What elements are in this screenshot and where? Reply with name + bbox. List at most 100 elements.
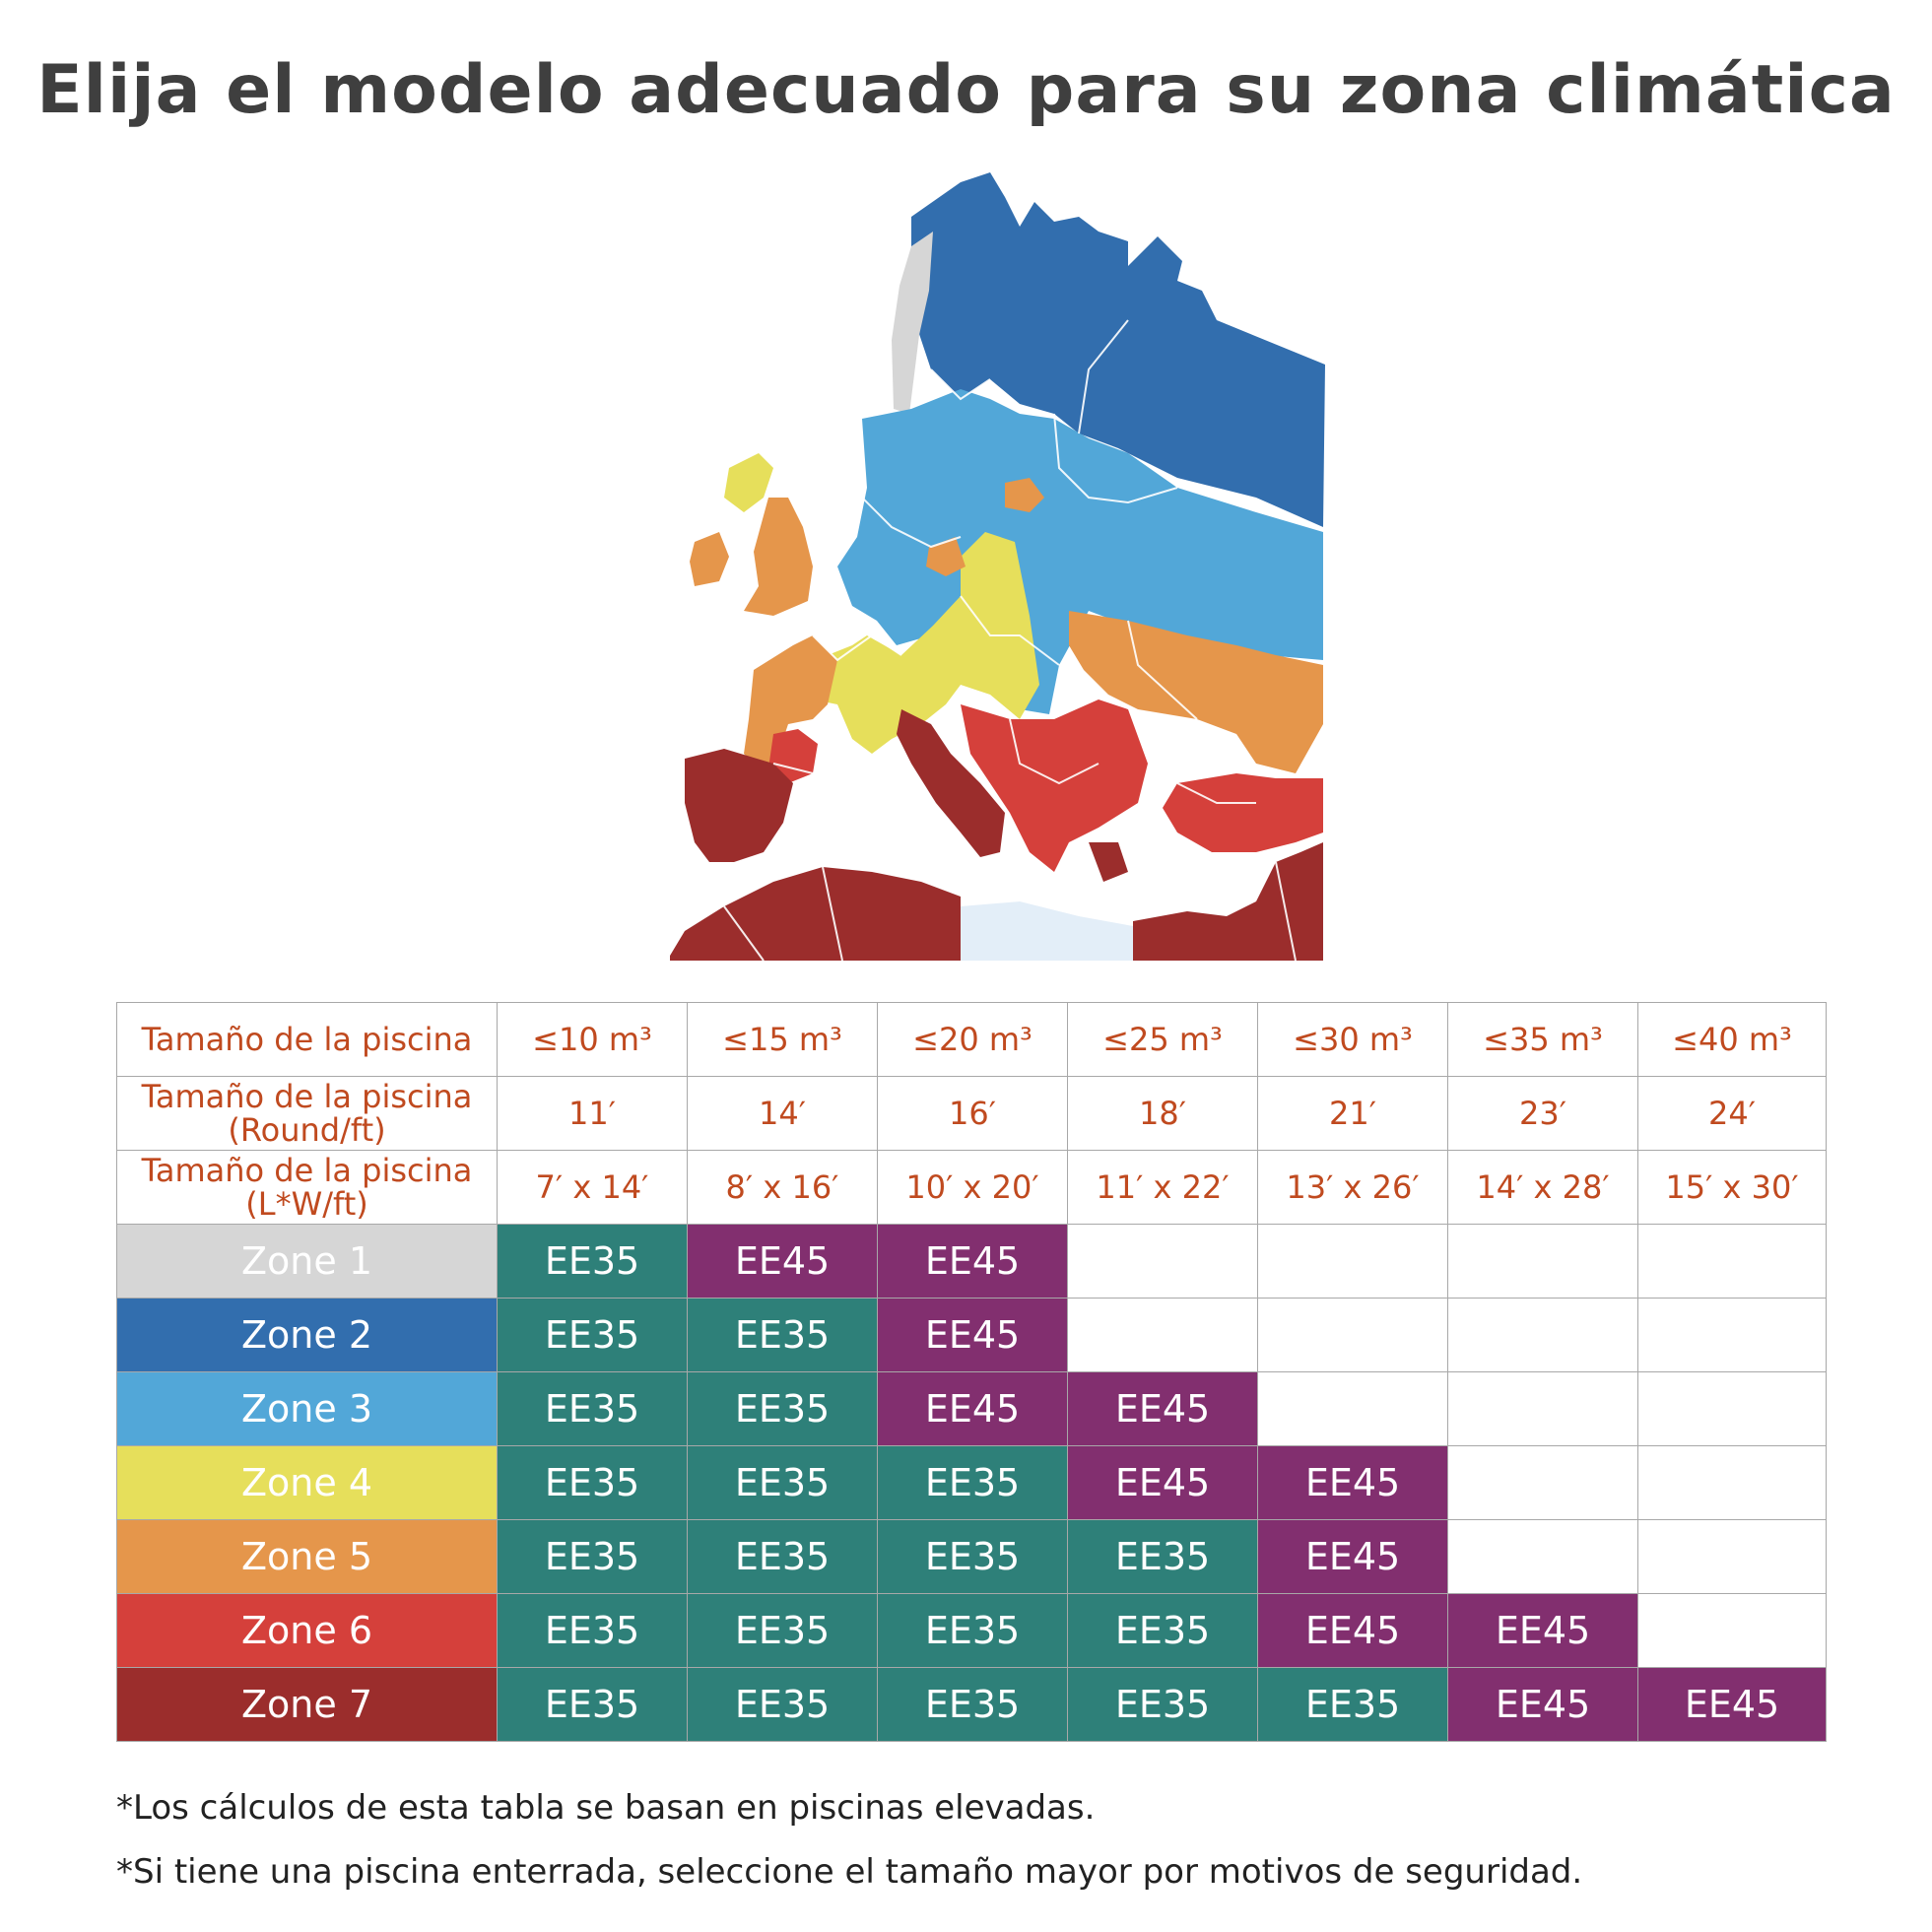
size-cell: 21′: [1257, 1076, 1448, 1151]
model-cell-empty: [1067, 1298, 1258, 1372]
model-cell-ee45: EE45: [877, 1298, 1068, 1372]
model-cell-ee45: EE45: [1447, 1667, 1638, 1742]
zone-row: Zone 3 EE35 EE35 EE45 EE45: [116, 1371, 1827, 1446]
model-cell-ee45: EE45: [1447, 1593, 1638, 1668]
size-cell: ≤25 m³: [1067, 1002, 1258, 1077]
zone-rows: Zone 1 EE35 EE45 EE45 Zone 2 EE35 EE35 EE45 Zone…: [116, 1224, 1827, 1742]
model-cell-empty: [1447, 1445, 1638, 1520]
zone-row: Zone 6 EE35 EE35 EE35 EE35 EE45 EE45: [116, 1593, 1827, 1668]
model-cell-empty: [1257, 1298, 1448, 1372]
page-title: Elija el modelo adecuado para su zona cl…: [36, 51, 1896, 129]
zone-label: Zone 5: [116, 1519, 498, 1594]
size-cell: 10′ x 20′: [877, 1150, 1068, 1225]
zone-row: Zone 2 EE35 EE35 EE45: [116, 1298, 1827, 1372]
map-zone-2-region: [911, 172, 1325, 527]
size-cell: 18′: [1067, 1076, 1258, 1151]
map-zone-6-region: [961, 700, 1148, 872]
model-cell-empty: [1067, 1224, 1258, 1299]
model-cell-ee35: EE35: [877, 1445, 1068, 1520]
zone-label: Zone 3: [116, 1371, 498, 1446]
map-zone-7-italy: [897, 709, 1005, 857]
map-zone-6-france: [768, 729, 818, 783]
size-cell: 8′ x 16′: [687, 1150, 878, 1225]
model-cell-ee35: EE35: [687, 1445, 878, 1520]
map-zone-4-region: [813, 532, 1039, 754]
size-cell: ≤30 m³: [1257, 1002, 1448, 1077]
model-cell-ee35: EE35: [1257, 1667, 1448, 1742]
zone-row: Zone 5 EE35 EE35 EE35 EE35 EE45: [116, 1519, 1827, 1594]
map-zone-7-africa: [670, 867, 961, 961]
header-rows: Tamaño de la piscina ≤10 m³ ≤15 m³ ≤20 m³ ≤2…: [116, 1002, 1827, 1225]
size-cell: 11′: [497, 1076, 688, 1151]
model-cell-empty: [1637, 1593, 1827, 1668]
model-cell-empty: [1257, 1224, 1448, 1299]
model-cell-ee35: EE35: [687, 1593, 878, 1668]
model-cell-empty: [1637, 1519, 1827, 1594]
model-cell-ee35: EE35: [1067, 1667, 1258, 1742]
footnote-elevated-pools: *Los cálculos de esta tabla se basan en …: [116, 1788, 1096, 1828]
model-cell-ee35: EE35: [497, 1445, 688, 1520]
map-zone-7-iberia: [685, 749, 793, 862]
model-cell-ee45: EE45: [1257, 1593, 1448, 1668]
map-zone-3-region: [837, 389, 1323, 714]
size-cell: 23′: [1447, 1076, 1638, 1151]
model-cell-empty: [1447, 1224, 1638, 1299]
table-header-row: Tamaño de la piscina (L*W/ft) 7′ x 14′ 8′ x…: [116, 1150, 1827, 1225]
size-cell: ≤20 m³: [877, 1002, 1068, 1077]
model-cell-ee35: EE35: [877, 1593, 1068, 1668]
map-zone-5-east: [1069, 611, 1323, 773]
model-cell-ee35: EE35: [1067, 1593, 1258, 1668]
map-zone-5-czech: [926, 537, 966, 576]
table-header-row: Tamaño de la piscina (Round/ft) 11′ 14′ 16′ 1…: [116, 1076, 1827, 1151]
map-zone-4-britain: [724, 453, 773, 512]
footnote-inground-pools: *Si tiene una piscina enterrada, selecci…: [116, 1852, 1583, 1892]
model-cell-empty: [1447, 1371, 1638, 1446]
zone-row: Zone 1 EE35 EE45 EE45: [116, 1224, 1827, 1299]
model-cell-empty: [1447, 1519, 1638, 1594]
model-cell-empty: [1257, 1371, 1448, 1446]
table-header-row: Tamaño de la piscina ≤10 m³ ≤15 m³ ≤20 m³ ≤2…: [116, 1002, 1827, 1077]
model-cell-ee35: EE35: [497, 1593, 688, 1668]
map-libya-region: [961, 901, 1133, 961]
model-cell-ee35: EE35: [1067, 1519, 1258, 1594]
model-cell-ee45: EE45: [1067, 1371, 1258, 1446]
map-zone-1-region: [892, 232, 933, 414]
model-cell-ee35: EE35: [497, 1519, 688, 1594]
model-cell-ee35: EE35: [497, 1224, 688, 1299]
map-zone-5-ireland: [690, 532, 729, 586]
zone-label: Zone 2: [116, 1298, 498, 1372]
model-cell-empty: [1447, 1298, 1638, 1372]
map-zone-5-britain: [744, 498, 813, 616]
size-cell: ≤40 m³: [1637, 1002, 1827, 1077]
zone-label: Zone 1: [116, 1224, 498, 1299]
row-header-label: Tamaño de la piscina (L*W/ft): [116, 1150, 498, 1225]
size-cell: 15′ x 30′: [1637, 1150, 1827, 1225]
model-cell-ee45: EE45: [1067, 1445, 1258, 1520]
map-zone-7-egypt: [1133, 842, 1323, 961]
map-zone-5-baltic: [1005, 478, 1044, 512]
size-cell: 14′ x 28′: [1447, 1150, 1638, 1225]
size-cell: 16′: [877, 1076, 1068, 1151]
map-borders: [723, 319, 1297, 962]
size-cell: 7′ x 14′: [497, 1150, 688, 1225]
size-cell: ≤15 m³: [687, 1002, 878, 1077]
model-cell-ee45: EE45: [1257, 1445, 1448, 1520]
model-cell-ee45: EE45: [1637, 1667, 1827, 1742]
size-cell: 24′: [1637, 1076, 1827, 1151]
model-cell-ee35: EE35: [497, 1371, 688, 1446]
map-zone-7-greece: [1089, 842, 1128, 882]
model-zone-table: Tamaño de la piscina ≤10 m³ ≤15 m³ ≤20 m³ ≤2…: [116, 1002, 1827, 1742]
zone-row: Zone 7 EE35 EE35 EE35 EE35 EE35 EE45 EE45: [116, 1667, 1827, 1742]
model-cell-ee35: EE35: [687, 1371, 878, 1446]
row-header-label: Tamaño de la piscina: [116, 1002, 498, 1077]
model-cell-empty: [1637, 1445, 1827, 1520]
model-cell-ee45: EE45: [1257, 1519, 1448, 1594]
model-cell-ee35: EE35: [687, 1298, 878, 1372]
model-cell-ee45: EE45: [877, 1371, 1068, 1446]
map-zone-5-region: [744, 635, 837, 773]
size-cell: 14′: [687, 1076, 878, 1151]
size-cell: 11′ x 22′: [1067, 1150, 1258, 1225]
model-cell-ee35: EE35: [497, 1298, 688, 1372]
zone-row: Zone 4 EE35 EE35 EE35 EE45 EE45: [116, 1445, 1827, 1520]
model-cell-empty: [1637, 1371, 1827, 1446]
